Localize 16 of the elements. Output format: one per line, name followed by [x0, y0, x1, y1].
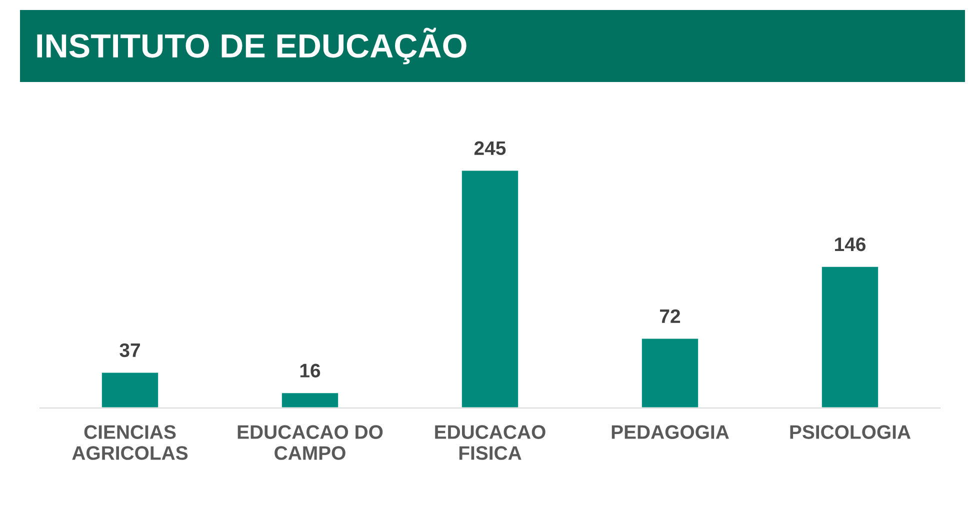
chart-title: INSTITUTO DE EDUCAÇÃO: [37, 28, 466, 64]
bar: [460, 169, 520, 408]
bar: [640, 337, 700, 408]
x-tick-label: CIENCIAS AGRICOLAS: [72, 425, 188, 460]
x-tick-label: PEDAGOGIA: [612, 425, 729, 439]
bar: [820, 265, 880, 408]
data-label: 245: [474, 141, 506, 156]
data-label: 146: [835, 237, 866, 252]
data-label: 72: [660, 309, 680, 323]
data-label: 16: [300, 364, 320, 378]
bar: [100, 371, 160, 408]
x-tick-label: EDUCACAO DO CAMPO: [238, 425, 383, 460]
data-label: 37: [120, 343, 140, 358]
x-tick-label: PSICOLOGIA: [790, 425, 911, 439]
bar: [280, 392, 340, 408]
x-tick-label: EDUCACAO FISICA: [435, 425, 546, 460]
